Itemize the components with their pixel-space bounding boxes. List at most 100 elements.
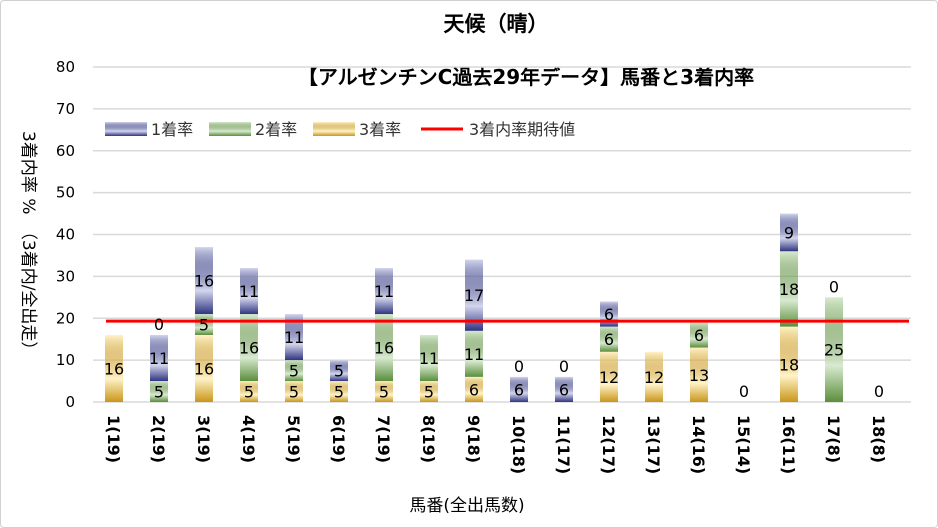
x-tick-label: 13(17) [644, 415, 663, 474]
bar-segment-3着率 [780, 326, 798, 402]
data-label: 11 [284, 328, 304, 347]
x-tick-label: 10(18) [509, 415, 528, 474]
x-tick-label: 12(17) [599, 415, 618, 474]
data-label: 16 [374, 339, 394, 358]
data-label: 0 [514, 357, 524, 376]
legend: 1着率 2着率 3着率 3着内率期待値 [105, 120, 575, 139]
legend-swatch [313, 122, 355, 136]
data-label: 5 [379, 383, 389, 402]
legend-label: 3着内率期待値 [469, 120, 575, 139]
chart-subtitle: 【アルゼンチンC過去29年データ】馬番と3着内率 [298, 65, 754, 89]
bar-segment-1着率 [285, 314, 303, 361]
data-label: 6 [604, 305, 614, 324]
bar-segment-3着率 [195, 335, 213, 402]
x-tick-label: 9(18) [464, 415, 483, 463]
data-label: 12 [644, 368, 664, 387]
y-tick-label: 20 [56, 309, 75, 327]
x-tick-label: 1(19) [104, 415, 123, 463]
bar-segment-1着率 [555, 376, 573, 402]
bar-segment-1着率 [510, 376, 528, 402]
y-tick-label: 60 [56, 142, 75, 160]
bar-segment-2着率 [600, 326, 618, 352]
data-label: 18 [779, 280, 799, 299]
bar-segment-2着率 [690, 322, 708, 348]
bar-segment-2着率 [285, 360, 303, 382]
data-label: 12 [599, 368, 619, 387]
bar-segment-3着率 [330, 381, 348, 402]
bar-segment-3着率 [105, 335, 123, 402]
bar-segment-2着率 [825, 297, 843, 402]
bar-segment-1着率 [150, 335, 168, 382]
x-tick-label: 15(14) [734, 415, 753, 474]
data-label: 16 [239, 339, 259, 358]
data-label: 5 [244, 383, 254, 402]
x-tick-label: 17(8) [824, 415, 843, 463]
data-label: 6 [559, 380, 569, 399]
data-label: 5 [334, 362, 344, 381]
y-tick-label: 80 [56, 58, 75, 76]
data-label: 9 [784, 223, 794, 242]
bar-segment-2着率 [375, 314, 393, 382]
bar-segment-2着率 [150, 381, 168, 402]
bar-segment-1着率 [330, 360, 348, 382]
x-tick-label: 5(19) [284, 415, 303, 463]
legend-swatch [209, 122, 251, 136]
data-label: 5 [424, 383, 434, 402]
bar-segment-1着率 [465, 259, 483, 331]
legend-label: 3着率 [359, 120, 401, 139]
bar-segment-3着率 [465, 376, 483, 402]
bar-segment-3着率 [645, 351, 663, 402]
data-label: 11 [149, 349, 169, 368]
bar-segment-2着率 [465, 330, 483, 377]
bar-segment-3着率 [285, 381, 303, 402]
y-tick-label: 50 [56, 184, 75, 202]
bar-segment-3着率 [240, 381, 258, 402]
x-tick-label: 6(19) [329, 415, 348, 463]
bar-segment-3着率 [600, 351, 618, 402]
data-label: 11 [239, 282, 259, 301]
x-tick-label: 18(8) [869, 415, 888, 463]
legend-label: 1着率 [151, 120, 193, 139]
data-label: 5 [334, 383, 344, 402]
y-tick-label: 70 [56, 100, 75, 118]
data-label: 11 [419, 349, 439, 368]
bar-segment-1着率 [240, 268, 258, 315]
bar-segment-3着率 [420, 381, 438, 402]
data-label: 6 [694, 326, 704, 345]
data-label: 17 [464, 286, 484, 305]
bar-segment-3着率 [375, 381, 393, 402]
data-label: 16 [104, 360, 124, 379]
data-label: 0 [154, 315, 164, 334]
legend-label: 2着率 [255, 120, 297, 139]
data-label: 6 [514, 380, 524, 399]
x-tick-label: 2(19) [149, 415, 168, 463]
x-tick-label: 3(19) [194, 415, 213, 463]
x-tick-label: 14(16) [689, 415, 708, 474]
data-label: 0 [829, 277, 839, 296]
data-label: 18 [779, 355, 799, 374]
legend-swatch [105, 122, 147, 136]
x-tick-label: 16(11) [779, 415, 798, 474]
bar-segment-1着率 [780, 213, 798, 252]
bar-segment-2着率 [195, 314, 213, 335]
x-axis-title: 馬番(全出馬数) [409, 496, 524, 516]
x-tick-label: 4(19) [239, 415, 258, 463]
data-label: 0 [874, 382, 884, 401]
y-tick-label: 10 [56, 351, 75, 369]
bar-segment-3着率 [690, 347, 708, 402]
chart-title: 天候（晴） [444, 12, 549, 36]
y-tick-label: 0 [65, 393, 75, 411]
data-label: 5 [154, 383, 164, 402]
bar-segment-1着率 [375, 268, 393, 315]
y-tick-label: 40 [56, 226, 75, 244]
data-label: 6 [469, 380, 479, 399]
data-label: 0 [559, 357, 569, 376]
data-label: 11 [464, 345, 484, 364]
y-tick-label: 30 [56, 267, 75, 285]
data-label: 16 [194, 272, 214, 291]
x-tick-label: 11(17) [554, 415, 573, 474]
data-label: 5 [289, 362, 299, 381]
data-label: 5 [289, 383, 299, 402]
